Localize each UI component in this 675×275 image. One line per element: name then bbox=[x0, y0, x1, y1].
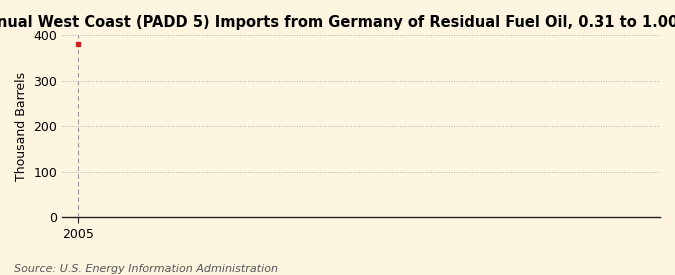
Text: Source: U.S. Energy Information Administration: Source: U.S. Energy Information Administ… bbox=[14, 264, 277, 274]
Title: Annual West Coast (PADD 5) Imports from Germany of Residual Fuel Oil, 0.31 to 1.: Annual West Coast (PADD 5) Imports from … bbox=[0, 15, 675, 30]
Y-axis label: Thousand Barrels: Thousand Barrels bbox=[15, 72, 28, 181]
